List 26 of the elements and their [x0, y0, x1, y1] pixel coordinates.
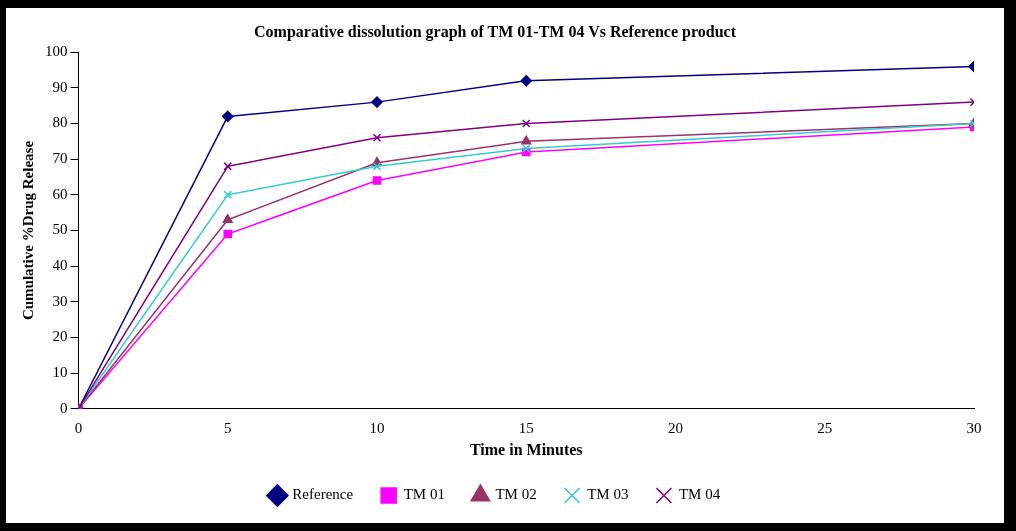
y-tick-label: 0 — [60, 399, 68, 416]
y-tick-label: 50 — [52, 221, 68, 238]
x-tick-label: 5 — [224, 419, 232, 436]
y-tick-label: 70 — [52, 150, 68, 167]
y-tick-label: 90 — [52, 78, 68, 95]
x-tick-label: 20 — [668, 419, 683, 436]
legend-label: Reference — [292, 486, 354, 503]
chart-title: Comparative dissolution graph of TM 01-TM 04 Vs Reference product — [254, 22, 737, 41]
y-tick-label: 60 — [52, 185, 68, 202]
legend-label: TM 03 — [587, 486, 629, 503]
x-tick-label: 0 — [74, 419, 83, 436]
y-tick-label: 20 — [52, 328, 68, 345]
x-tick-label: 15 — [518, 419, 534, 436]
y-tick-label: 100 — [45, 43, 68, 60]
x-tick-label: 25 — [817, 419, 833, 436]
x-tick-label: 10 — [369, 419, 385, 436]
legend-label: TM 02 — [495, 486, 537, 503]
legend-label: TM 04 — [678, 486, 721, 503]
y-tick-label: 10 — [52, 364, 68, 381]
y-axis-title: Cumulative %Drug Release — [19, 140, 36, 321]
x-axis-title: Time in Minutes — [469, 440, 583, 458]
y-tick-label: 40 — [52, 257, 68, 274]
y-tick-label: 30 — [52, 292, 68, 309]
y-tick-label: 80 — [52, 114, 68, 131]
x-tick-label: 30 — [966, 419, 982, 436]
legend-label: TM 01 — [403, 486, 445, 503]
